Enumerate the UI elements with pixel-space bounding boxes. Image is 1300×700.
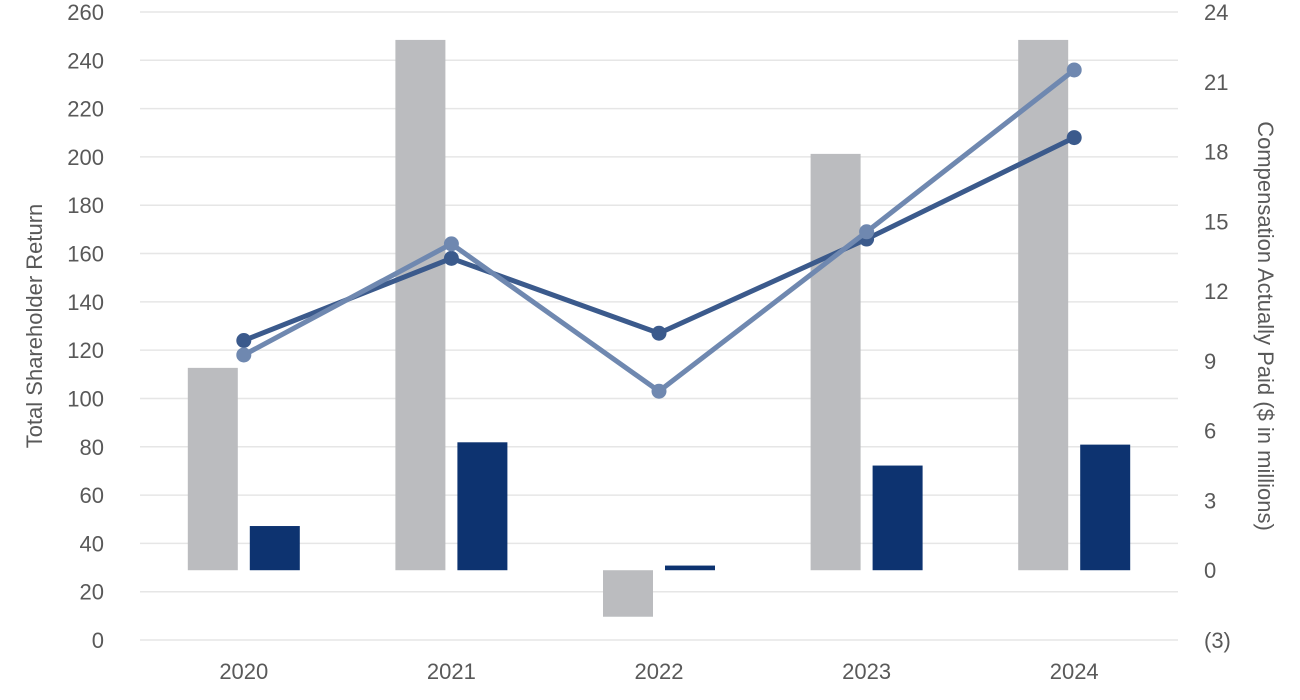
y-tick-label: 260 <box>67 0 104 25</box>
left-axis-label: Total Shareholder Return <box>22 204 47 449</box>
y-tick-label: 200 <box>67 145 104 170</box>
y-tick-label: 0 <box>92 628 104 653</box>
bar-1-2023 <box>810 153 861 571</box>
bar-1-2020 <box>187 367 238 571</box>
line-2-point-2022 <box>651 383 667 399</box>
bar-1-2021 <box>395 39 446 571</box>
y2-tick-label: 21 <box>1204 70 1228 95</box>
y-tick-label: 100 <box>67 386 104 411</box>
left-axis-ticks: 0 20 40 60 80 100 120 140 160 180 200 220 240 260 <box>67 0 104 653</box>
line-1-point-2024 <box>1066 130 1082 146</box>
y2-tick-label: 9 <box>1204 349 1216 374</box>
y-tick-label: 80 <box>80 435 104 460</box>
line-series-2 <box>242 67 1076 394</box>
line-2-point-2021 <box>443 236 459 252</box>
y-tick-label: 140 <box>67 290 104 315</box>
bar-1-2024 <box>1018 39 1069 571</box>
y-tick-label: 160 <box>67 242 104 267</box>
y2-tick-label: 6 <box>1204 419 1216 444</box>
y-tick-label: 60 <box>80 483 104 508</box>
x-tick-label: 2021 <box>427 659 476 684</box>
y-tick-label: 20 <box>80 580 104 605</box>
x-tick-label: 2023 <box>842 659 891 684</box>
bar-2-2020 <box>249 526 300 571</box>
y-tick-label: 40 <box>80 531 104 556</box>
bars <box>187 39 1131 617</box>
line-1-point-2022 <box>651 325 667 341</box>
y2-tick-label: (3) <box>1204 628 1231 653</box>
bar-2-2021 <box>457 442 508 571</box>
y2-tick-label: 12 <box>1204 279 1228 304</box>
bar-2-2022 <box>665 565 715 571</box>
y-tick-label: 180 <box>67 193 104 218</box>
line-2-point-2024 <box>1066 62 1082 78</box>
line-1-point-2020 <box>236 332 252 348</box>
bar-2-2023 <box>872 465 923 571</box>
y2-tick-label: 15 <box>1204 209 1228 234</box>
y-tick-label: 220 <box>67 97 104 122</box>
x-tick-label: 2022 <box>635 659 684 684</box>
y2-tick-label: 18 <box>1204 140 1228 165</box>
bar-2-2024 <box>1080 444 1131 571</box>
y2-tick-label: 24 <box>1204 0 1228 25</box>
y-tick-label: 120 <box>67 338 104 363</box>
right-axis-ticks: (3) 0 3 6 9 12 15 18 21 24 <box>1204 0 1231 653</box>
x-tick-label: 2024 <box>1050 659 1099 684</box>
line-2-point-2020 <box>236 347 252 363</box>
y-tick-label: 240 <box>67 48 104 73</box>
bar-1-2022 <box>603 570 653 617</box>
right-axis-label: Compensation Actually Paid ($ in million… <box>1253 121 1278 531</box>
y2-tick-label: 3 <box>1204 488 1216 513</box>
line-2-point-2023 <box>859 224 875 240</box>
y2-tick-label: 0 <box>1204 558 1216 583</box>
line-1-point-2021 <box>443 250 459 266</box>
series-lines <box>236 62 1082 399</box>
x-axis-ticks: 2020 2021 2022 2023 2024 <box>219 659 1098 684</box>
x-tick-label: 2020 <box>219 659 268 684</box>
